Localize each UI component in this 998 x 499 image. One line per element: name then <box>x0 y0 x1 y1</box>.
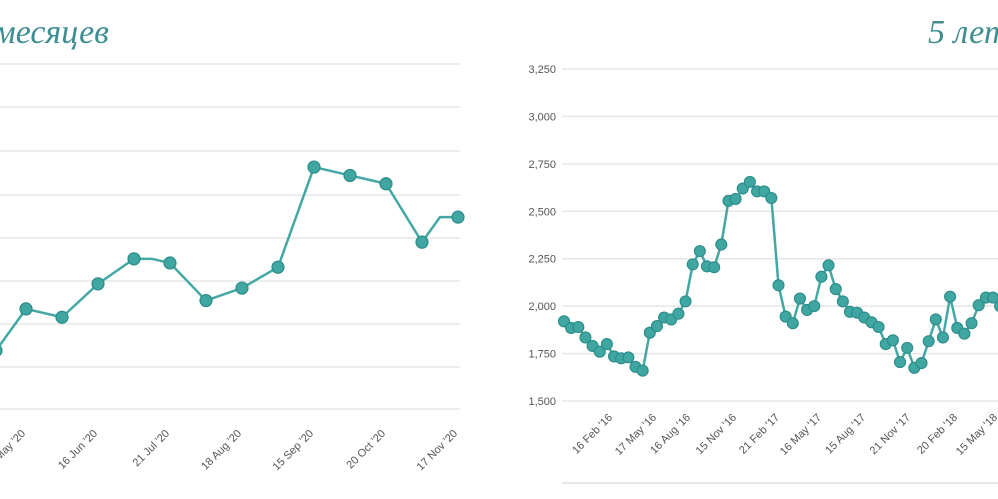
right-data-point <box>715 238 728 251</box>
right-data-point <box>986 291 998 304</box>
right-data-point <box>994 300 998 312</box>
right-data-point <box>901 341 914 354</box>
left-data-point <box>163 256 177 270</box>
left-x-tick-label: 20 Oct '20 <box>344 428 388 472</box>
right-y-tick-label: 3,000 <box>528 111 556 123</box>
left-series-line <box>0 165 458 348</box>
right-data-point <box>729 192 742 206</box>
right-x-tick-label: 16 May '17 <box>778 412 824 458</box>
right-data-point <box>772 279 785 292</box>
right-data-point <box>686 258 699 271</box>
right-y-tick-label: 2,750 <box>528 159 556 171</box>
left-line-chart: 19 May '20 16 Jun '20 21 Jul '20 18 Aug '20… <box>0 63 465 474</box>
right-data-point <box>829 283 842 296</box>
right-data-point <box>915 357 928 370</box>
right-x-tick-label: 15 Aug '17 <box>823 412 868 457</box>
right-data-point <box>679 295 692 308</box>
left-x-tick-label: 16 Jun '20 <box>56 428 100 472</box>
right-x-tick-label: 21 Feb '17 <box>737 412 782 457</box>
right-data-point <box>822 259 835 272</box>
left-x-tick-label: 19 May '20 <box>0 428 28 474</box>
right-x-tick-label: 15 Nov '16 <box>694 412 739 457</box>
right-data-point <box>808 300 821 313</box>
left-data-point <box>271 260 285 274</box>
right-x-tick-label: 15 May '18 <box>954 412 998 458</box>
left-data-point <box>451 210 465 224</box>
right-data-point <box>650 320 663 333</box>
right-y-tick-label: 1,750 <box>528 349 556 361</box>
right-y-tick-label: 3,250 <box>528 64 556 76</box>
left-data-point <box>127 252 141 266</box>
left-data-point <box>379 177 393 191</box>
right-data-point <box>622 351 635 364</box>
right-data-point <box>893 356 907 369</box>
left-data-point <box>415 235 429 249</box>
right-y-tick-label: 2,000 <box>528 301 556 313</box>
right-data-point <box>636 364 649 377</box>
left-chart-title: месяцев <box>0 14 109 51</box>
right-x-tick-label: 16 Feb '16 <box>570 412 615 457</box>
left-x-tick-label: 21 Jul '20 <box>131 428 173 470</box>
left-x-tick-label: 17 Nov '20 <box>415 428 460 473</box>
right-data-point <box>743 175 756 188</box>
left-x-tick-label: 15 Sep '20 <box>271 428 316 473</box>
right-data-point <box>886 334 899 347</box>
left-data-point <box>0 345 3 356</box>
left-data-point <box>91 277 105 291</box>
right-y-tick-label: 2,250 <box>528 254 556 266</box>
right-data-point <box>708 261 721 274</box>
left-data-point <box>199 293 213 308</box>
left-data-point <box>55 310 69 324</box>
right-data-point <box>972 299 985 312</box>
left-data-point <box>235 281 249 295</box>
left-x-tick-label: 18 Aug '20 <box>199 428 244 473</box>
right-data-point <box>786 317 799 330</box>
left-data-point <box>343 168 357 183</box>
right-data-point <box>929 313 942 326</box>
right-data-point <box>793 292 807 305</box>
right-y-tick-label: 1,500 <box>528 396 556 408</box>
left-data-point <box>307 160 321 174</box>
right-y-tick-label: 2,500 <box>528 206 556 218</box>
right-data-point <box>936 331 950 344</box>
left-data-point <box>19 302 33 316</box>
right-data-point <box>693 245 706 258</box>
right-data-point <box>944 290 957 303</box>
right-x-tick-label: 21 Nov '17 <box>868 412 913 457</box>
right-data-point <box>672 307 685 320</box>
right-data-point <box>572 320 585 334</box>
right-data-point <box>579 331 592 344</box>
right-data-point <box>593 345 606 358</box>
right-data-point <box>600 338 613 351</box>
right-data-point <box>958 327 971 340</box>
right-chart-title: 5 лет <box>928 14 998 51</box>
right-line-chart: 1,500 1,750 2,000 2,250 2,500 2,750 3,000 3,250… <box>528 64 998 484</box>
right-data-point <box>836 295 849 308</box>
right-data-point <box>922 335 935 348</box>
right-data-point <box>765 191 778 205</box>
right-data-point <box>815 270 828 283</box>
right-data-point <box>965 317 978 330</box>
right-data-point <box>872 320 885 334</box>
